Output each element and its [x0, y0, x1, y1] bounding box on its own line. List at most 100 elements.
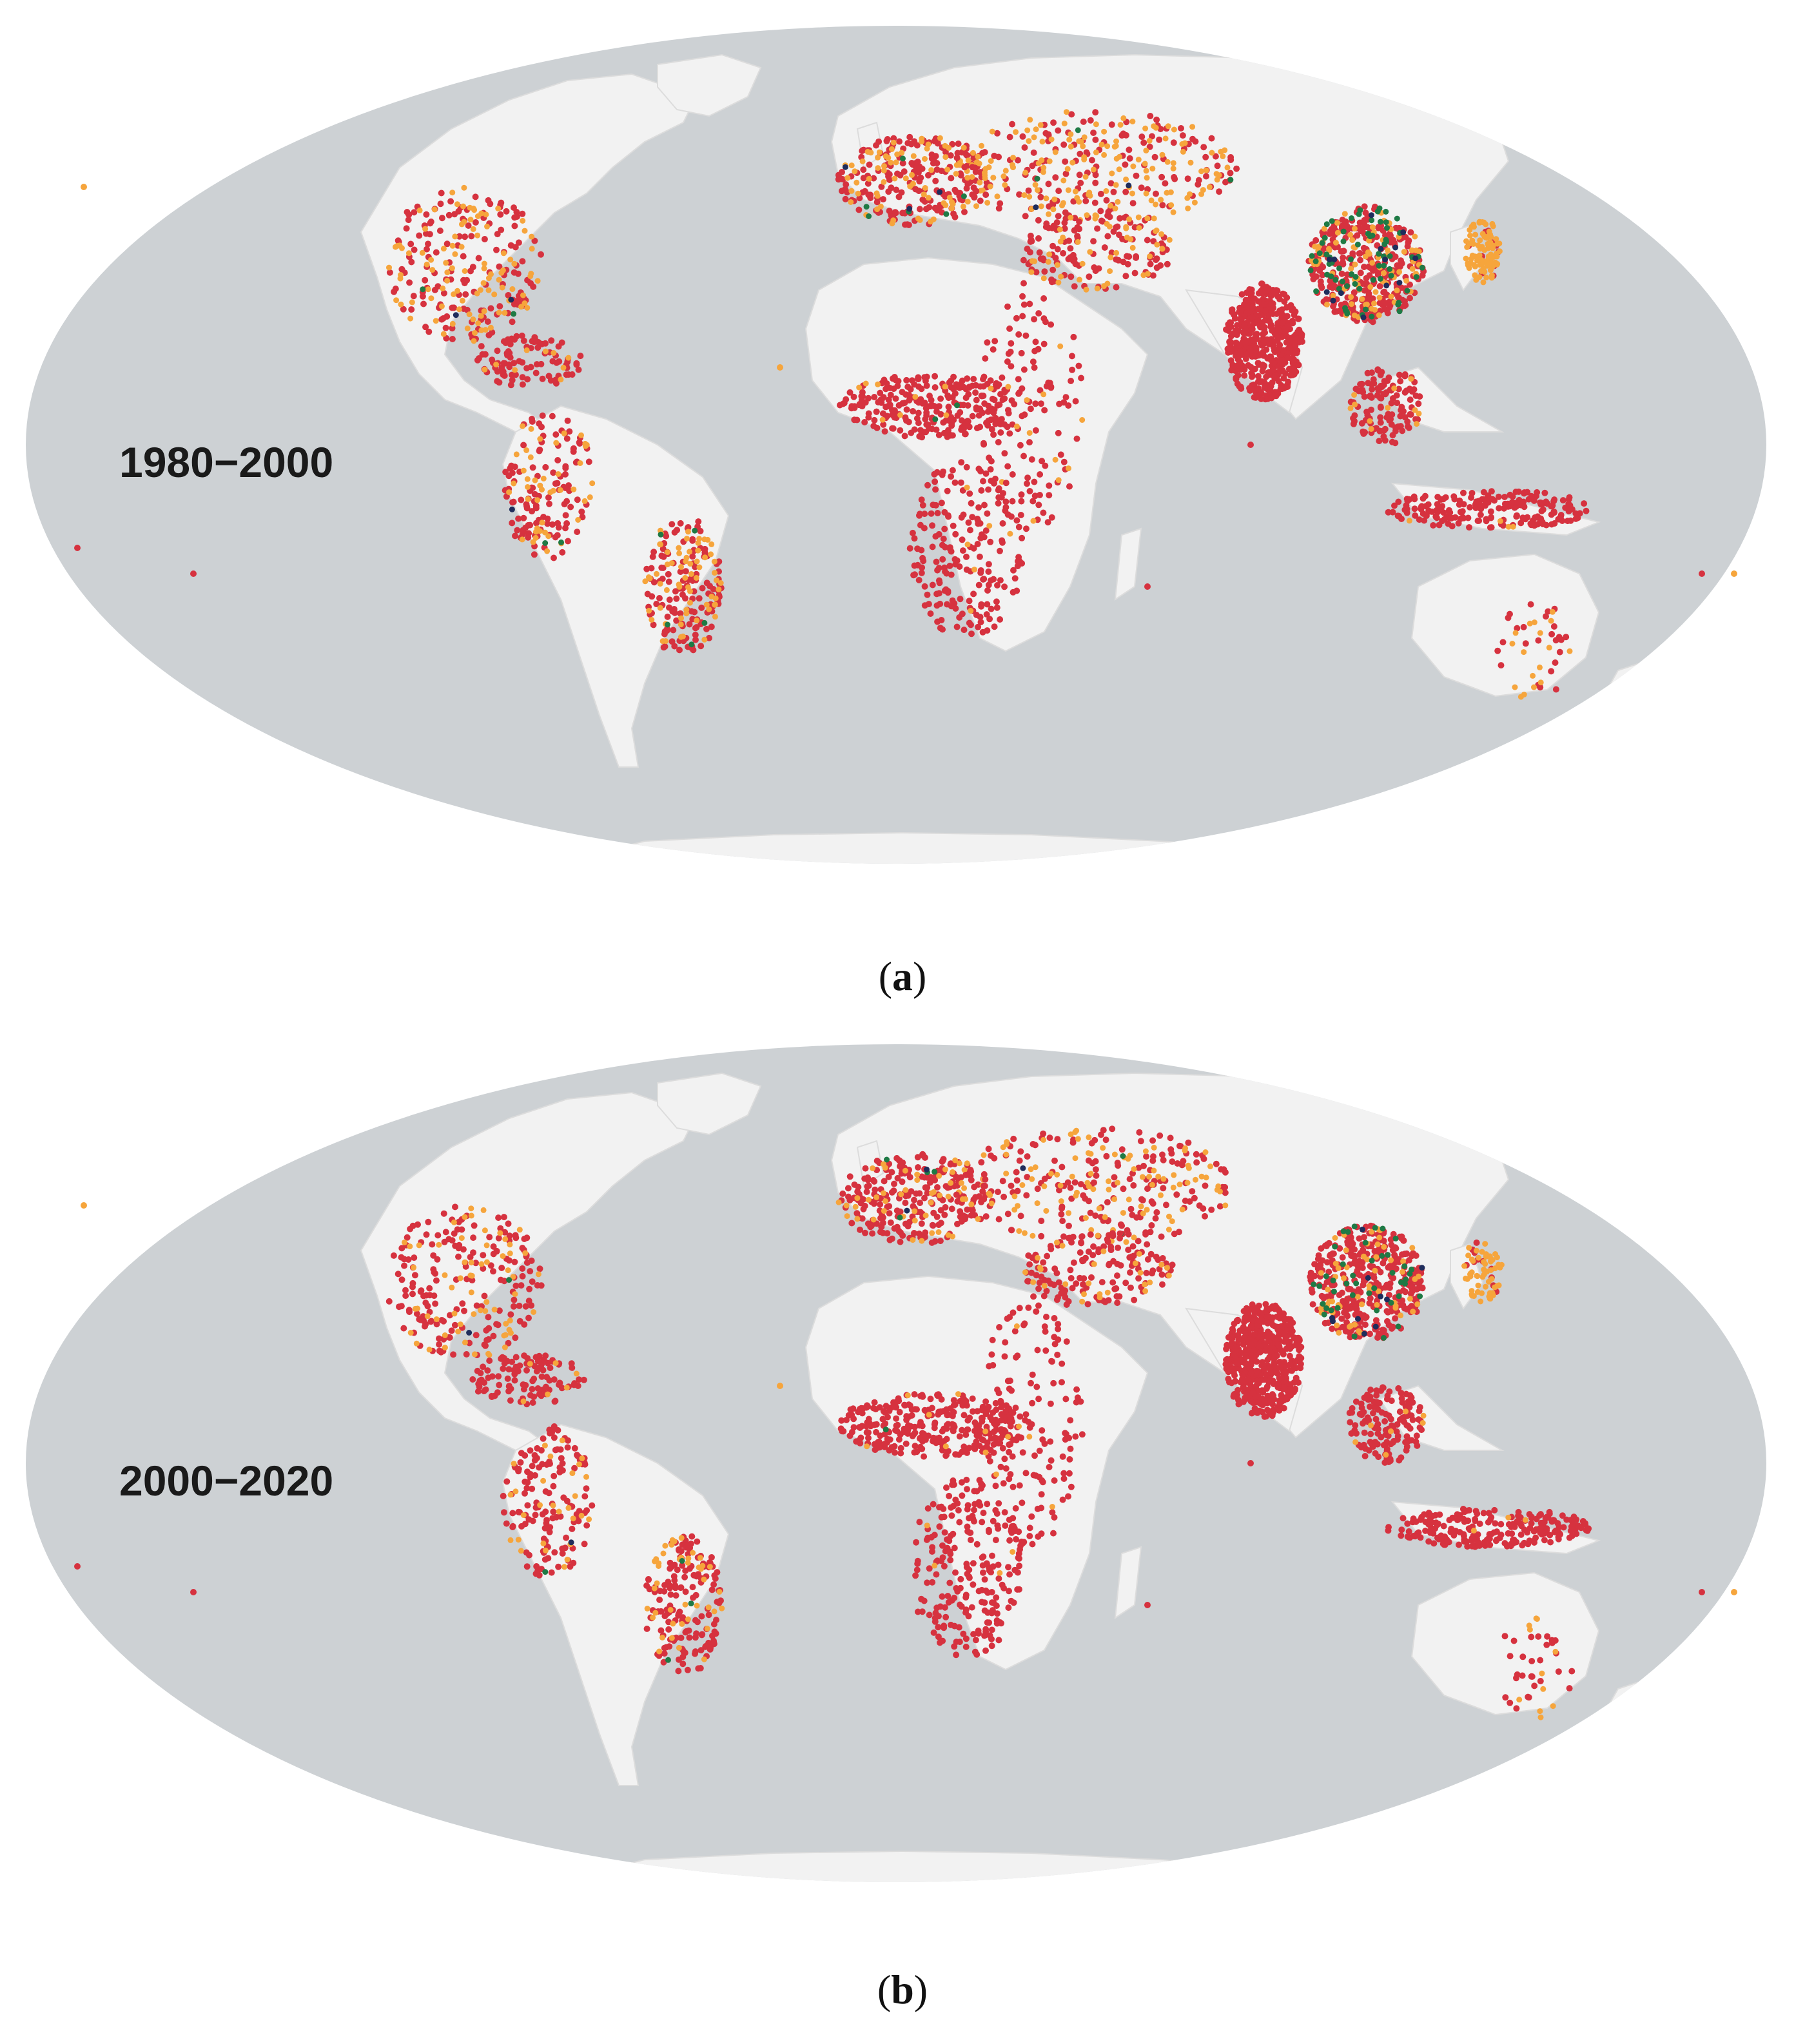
point-orange: [879, 416, 886, 423]
point-red: [1229, 364, 1236, 371]
point-green: [1401, 1263, 1408, 1269]
point-red: [931, 403, 938, 410]
point-red: [984, 601, 991, 608]
point-orange: [454, 287, 461, 294]
point-red: [1253, 1367, 1260, 1374]
point-red: [1403, 496, 1410, 502]
point-red: [1312, 237, 1320, 244]
point-red: [1407, 295, 1413, 302]
point-red: [506, 364, 513, 371]
point-red: [1232, 1377, 1239, 1385]
point-red: [682, 568, 689, 575]
point-green: [1356, 211, 1362, 217]
point-red: [890, 375, 896, 382]
point-orange: [553, 440, 560, 446]
point-orange: [480, 280, 487, 286]
point-red: [977, 406, 984, 413]
point-red: [873, 199, 881, 206]
point-red: [997, 577, 1004, 584]
point-red: [653, 601, 660, 607]
point-red: [1380, 427, 1387, 434]
point-red: [1052, 174, 1059, 181]
point-red: [1395, 294, 1402, 301]
point-orange: [577, 460, 583, 466]
point-orange: [982, 175, 988, 181]
point-orange: [1487, 240, 1494, 246]
point-red: [1403, 505, 1410, 512]
point-orange: [1107, 202, 1114, 209]
point-red: [1293, 1374, 1300, 1381]
point-red: [510, 498, 517, 505]
point-orange: [397, 275, 404, 282]
point-red: [1097, 190, 1104, 197]
point-red: [951, 479, 959, 486]
point-orange: [1129, 190, 1135, 197]
point-red: [978, 393, 985, 399]
point-orange: [1531, 619, 1537, 625]
point-red: [927, 610, 934, 617]
point-red: [843, 181, 850, 188]
point-red: [1244, 1361, 1251, 1368]
point-orange: [1084, 212, 1090, 219]
point-red: [650, 621, 657, 628]
point-green: [658, 531, 664, 538]
point-red: [549, 521, 556, 528]
point-red: [527, 280, 534, 287]
point-green: [1323, 1273, 1329, 1280]
point-orange: [1330, 293, 1336, 299]
point-green: [1352, 274, 1359, 280]
point-orange: [1151, 123, 1157, 130]
point-red: [1147, 113, 1154, 119]
point-red: [1049, 201, 1057, 208]
point-orange: [1335, 1265, 1342, 1271]
point-red: [1387, 1236, 1394, 1243]
point-red: [697, 527, 704, 534]
point-red: [408, 258, 415, 266]
point-red: [873, 408, 880, 415]
point-red: [1240, 1341, 1247, 1348]
point-red: [1377, 1269, 1384, 1276]
point-orange: [946, 195, 953, 200]
point-red: [529, 464, 536, 471]
map-panel-b: 2000−2020: [0, 1038, 1805, 1908]
point-red: [1394, 262, 1401, 269]
point-orange: [527, 273, 534, 279]
point-red: [468, 233, 475, 240]
point-orange: [1034, 187, 1040, 193]
point-red: [918, 496, 925, 503]
point-red: [1281, 298, 1288, 305]
point-red: [1178, 125, 1184, 131]
point-red: [1281, 291, 1288, 298]
point-green: [558, 539, 564, 545]
point-red: [991, 480, 997, 487]
point-red: [1284, 322, 1291, 329]
point-green: [1383, 208, 1389, 215]
point-red: [1259, 319, 1266, 326]
point-red: [708, 623, 715, 630]
point-red: [689, 537, 696, 544]
point-red: [545, 373, 552, 380]
point-red: [1267, 323, 1274, 330]
point-orange: [937, 135, 943, 141]
point-red: [1010, 567, 1017, 574]
point-red: [1097, 208, 1104, 215]
point-orange: [1057, 343, 1064, 349]
point-red: [1049, 242, 1057, 249]
point-red: [1292, 349, 1299, 356]
point-red: [1164, 260, 1171, 268]
point-orange: [1189, 124, 1196, 130]
point-red: [902, 221, 908, 228]
point-red: [1292, 337, 1298, 344]
point-orange: [848, 162, 855, 169]
point-orange: [1374, 1241, 1381, 1247]
point-red: [1287, 1316, 1294, 1323]
point-orange: [452, 251, 458, 257]
point-orange: [888, 146, 895, 152]
point-red: [1398, 1233, 1405, 1240]
point-orange: [1381, 270, 1387, 277]
point-red: [1282, 1370, 1289, 1377]
point-red: [891, 414, 898, 421]
point-red: [918, 569, 925, 576]
point-red: [1042, 462, 1049, 469]
point-red: [969, 164, 976, 171]
